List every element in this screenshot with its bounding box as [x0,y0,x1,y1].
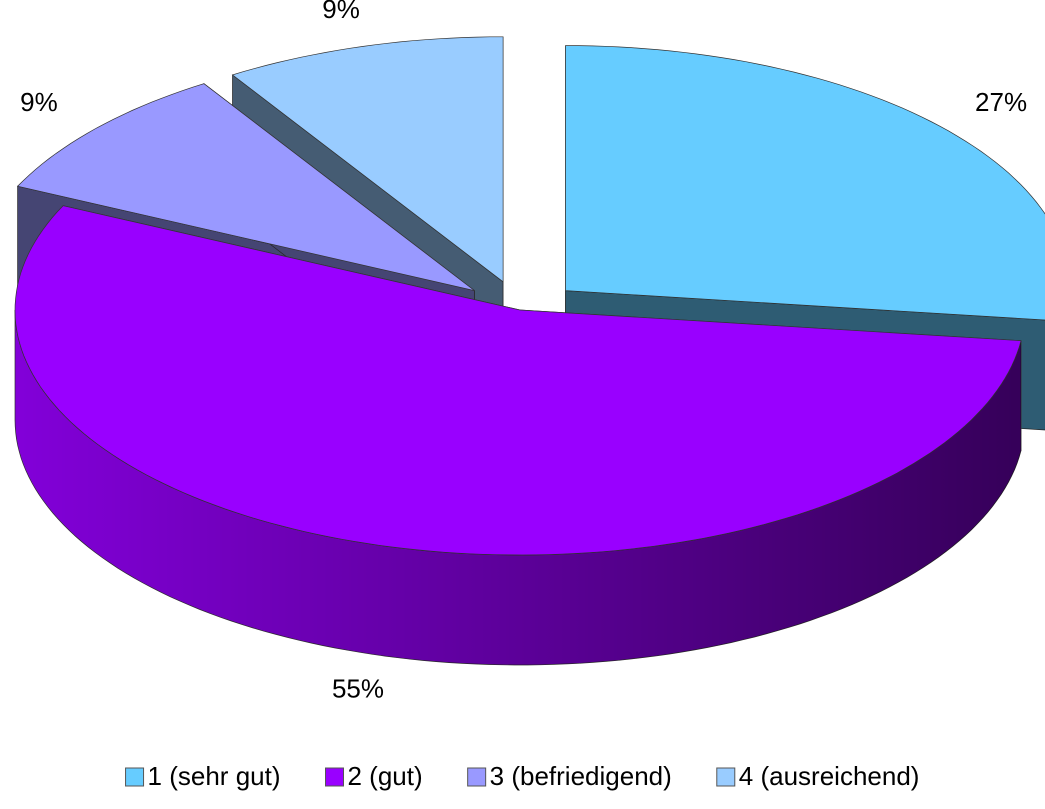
legend-label: 4 (ausreichend) [739,761,920,791]
data-label: 55% [332,673,384,703]
slice-top [566,46,1045,322]
legend-marker [326,768,344,786]
legend-label: 2 (gut) [348,761,423,791]
legend-marker [126,768,144,786]
data-label: 27% [975,87,1027,117]
legend-marker [468,768,486,786]
legend-marker [717,768,735,786]
data-label: 9% [322,0,360,24]
legend-label: 3 (befriedigend) [490,761,672,791]
data-label: 9% [20,87,58,117]
legend-label: 1 (sehr gut) [148,761,281,791]
